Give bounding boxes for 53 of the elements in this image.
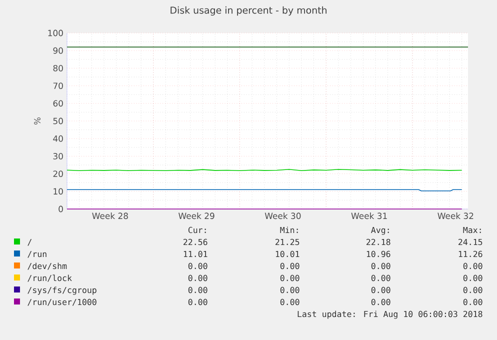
legend-label: /run/user/1000: [28, 298, 96, 306]
text: 10.96: [366, 250, 390, 258]
text: 0.00: [280, 286, 300, 294]
text: Last update: Fri Aug 10 06:00:03 2018: [298, 310, 482, 319]
x-tick-label: Week 31: [351, 212, 387, 220]
y-tick-label: 10: [54, 188, 63, 195]
x-tick-label: Week 32: [438, 212, 474, 220]
text: 11.01: [184, 250, 208, 258]
y-tick-label: 80: [53, 65, 63, 72]
y-tick-label: 90: [53, 47, 63, 54]
y-tick-label: 50: [53, 118, 63, 124]
text: 22.56: [184, 238, 208, 246]
y-tick-label: 40: [53, 135, 63, 142]
text: 0.00: [188, 298, 208, 306]
y-tick-label: 100: [48, 30, 63, 36]
text: 0.00: [371, 274, 390, 282]
text: 0.00: [463, 286, 482, 294]
text: Cur:: [188, 226, 206, 234]
y-tick-label: 70: [53, 82, 63, 90]
text: Avg:: [371, 226, 389, 235]
legend-label: /run/lock: [28, 274, 72, 282]
text: 0.00: [188, 274, 208, 282]
x-tick-label: Week 30: [264, 212, 301, 220]
text: 0.00: [280, 298, 300, 306]
x-tick-label: Week 28: [92, 212, 128, 220]
text: 0.00: [280, 262, 300, 270]
legend-label: /: [28, 238, 32, 246]
text: 0.00: [463, 298, 482, 306]
text: 0.00: [371, 286, 390, 294]
text: 11.26: [458, 250, 482, 258]
text: 0.00: [371, 262, 390, 270]
text: 0.00: [371, 298, 390, 306]
legend-label: /run: [28, 250, 46, 258]
y-axis-title: %: [34, 117, 40, 125]
y-tick-label: 30: [53, 153, 63, 160]
text: 10.01: [276, 250, 300, 258]
x-tick-label: Week 29: [178, 212, 214, 220]
text: 0.00: [280, 274, 300, 282]
text: Max:: [463, 226, 481, 234]
chart-title: Disk usage in percent - by month: [170, 6, 326, 16]
y-tick-label: 0: [58, 206, 63, 212]
text: 22.18: [366, 238, 390, 246]
text: 0.00: [463, 262, 482, 270]
text: 0.00: [188, 286, 208, 294]
legend-label: /dev/shm: [28, 262, 67, 270]
text: 21.25: [276, 238, 300, 246]
text: Min:: [280, 226, 298, 233]
text: 0.00: [188, 262, 208, 270]
y-tick-label: 20: [53, 170, 63, 178]
text: 0.00: [463, 274, 482, 282]
y-tick-label: 60: [53, 100, 63, 107]
legend-label: /sys/fs/cgroup: [28, 286, 96, 295]
text: 24.15: [458, 238, 482, 246]
